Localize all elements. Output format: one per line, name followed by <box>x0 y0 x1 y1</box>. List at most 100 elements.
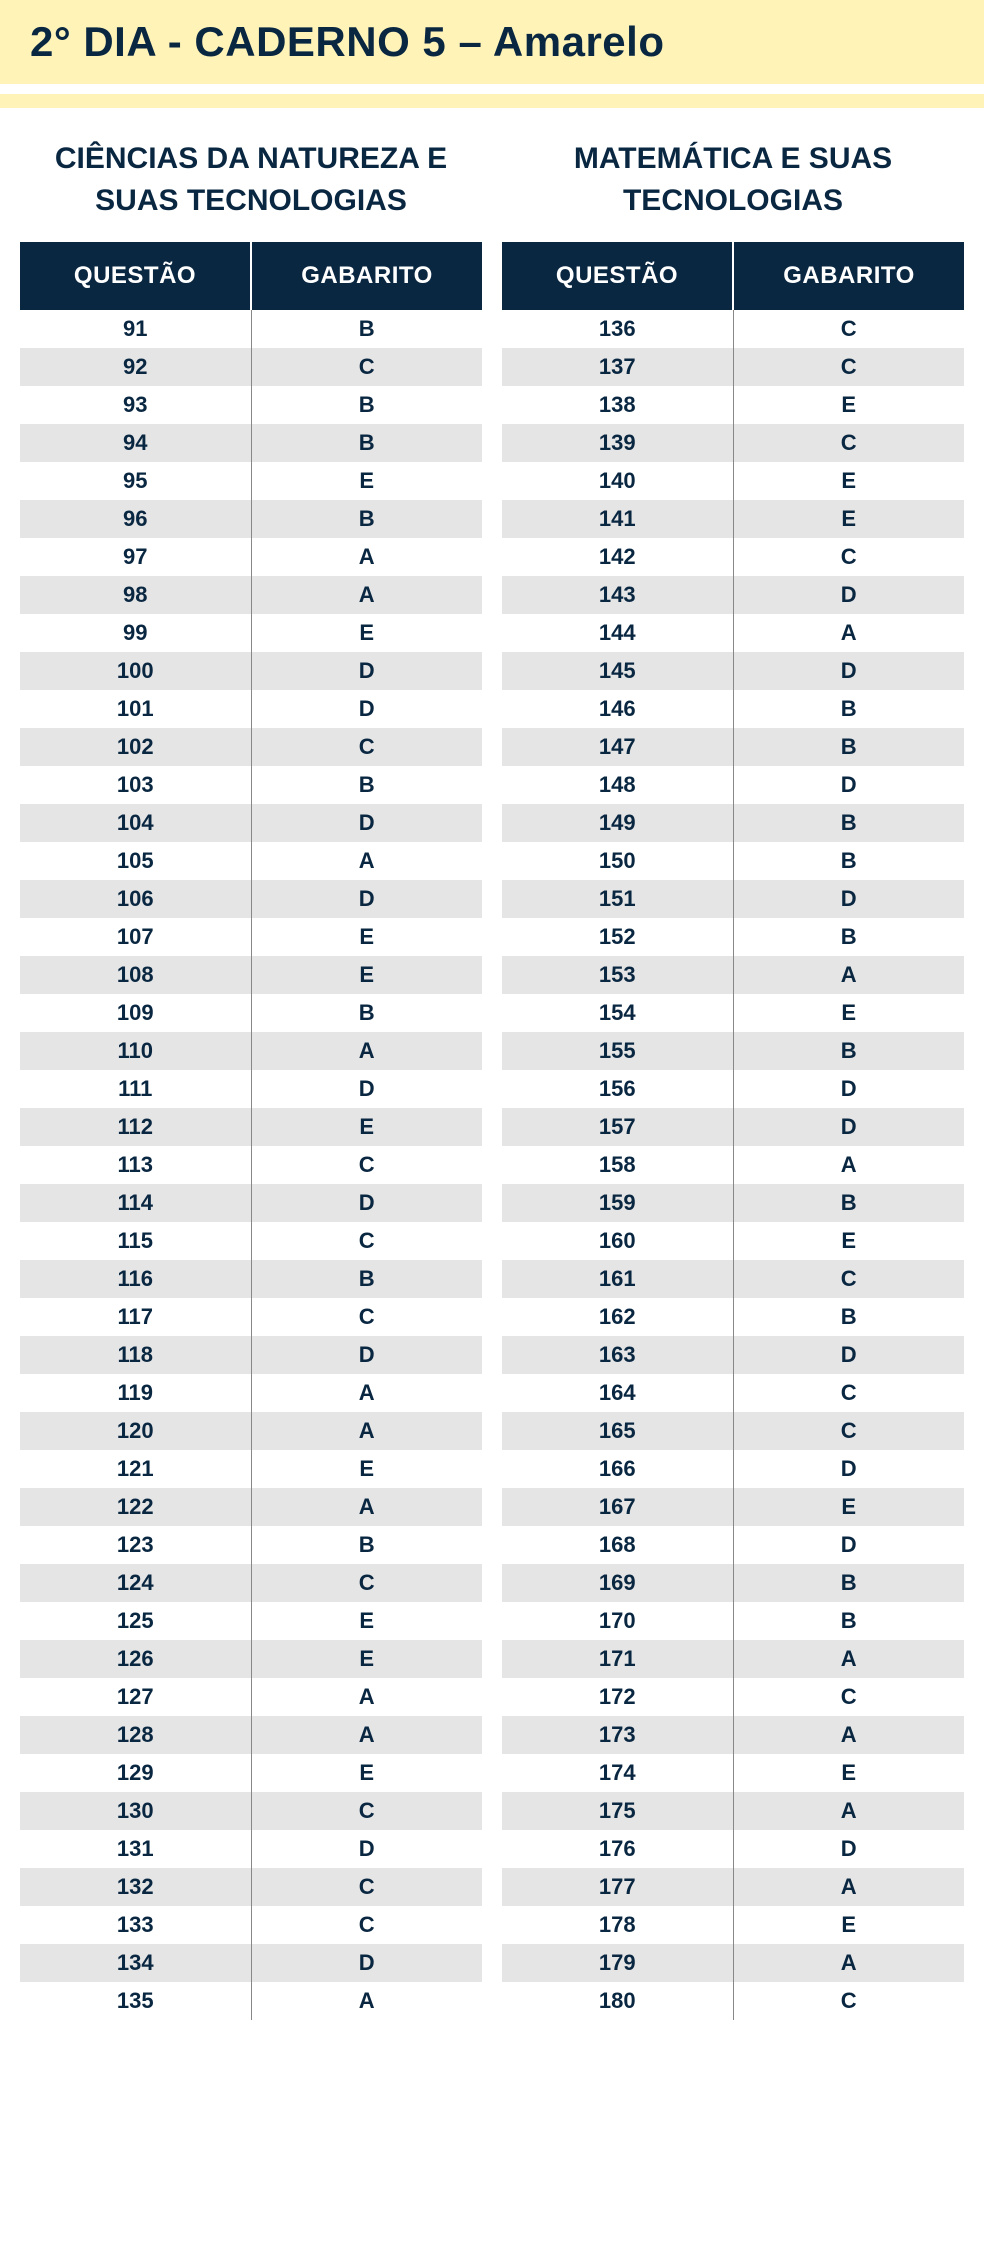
table-row: 147B <box>502 728 964 766</box>
table-row: 113C <box>20 1146 482 1184</box>
table-row: 171A <box>502 1640 964 1678</box>
cell-gabarito: D <box>733 1450 964 1488</box>
table-row: 122A <box>20 1488 482 1526</box>
col-header-gabarito: GABARITO <box>733 242 964 310</box>
cell-gabarito: A <box>733 1640 964 1678</box>
cell-questao: 101 <box>20 690 251 728</box>
cell-questao: 140 <box>502 462 733 500</box>
cell-questao: 117 <box>20 1298 251 1336</box>
cell-questao: 152 <box>502 918 733 956</box>
cell-gabarito: A <box>251 1678 482 1716</box>
divider <box>0 94 984 108</box>
cell-gabarito: D <box>251 1944 482 1982</box>
cell-questao: 126 <box>20 1640 251 1678</box>
table-row: 161C <box>502 1260 964 1298</box>
table-row: 148D <box>502 766 964 804</box>
table-row: 95E <box>20 462 482 500</box>
table-row: 167E <box>502 1488 964 1526</box>
cell-gabarito: C <box>733 1412 964 1450</box>
cell-questao: 99 <box>20 614 251 652</box>
table-row: 117C <box>20 1298 482 1336</box>
cell-gabarito: B <box>733 842 964 880</box>
table-row: 163D <box>502 1336 964 1374</box>
cell-questao: 170 <box>502 1602 733 1640</box>
section-title-ciencias: CIÊNCIAS DA NATUREZA E SUAS TECNOLOGIAS <box>20 138 482 222</box>
table-row: 178E <box>502 1906 964 1944</box>
cell-gabarito: C <box>733 1982 964 2020</box>
cell-questao: 165 <box>502 1412 733 1450</box>
cell-questao: 166 <box>502 1450 733 1488</box>
cell-gabarito: E <box>733 462 964 500</box>
cell-gabarito: D <box>733 766 964 804</box>
table-row: 174E <box>502 1754 964 1792</box>
cell-gabarito: B <box>733 728 964 766</box>
cell-questao: 124 <box>20 1564 251 1602</box>
page-title: 2° DIA - CADERNO 5 – Amarelo <box>30 18 954 66</box>
cell-gabarito: D <box>733 1108 964 1146</box>
cell-gabarito: D <box>251 880 482 918</box>
cell-questao: 98 <box>20 576 251 614</box>
table-row: 176D <box>502 1830 964 1868</box>
cell-questao: 174 <box>502 1754 733 1792</box>
cell-questao: 130 <box>20 1792 251 1830</box>
table-row: 155B <box>502 1032 964 1070</box>
cell-questao: 112 <box>20 1108 251 1146</box>
cell-gabarito: A <box>251 1412 482 1450</box>
table-row: 119A <box>20 1374 482 1412</box>
cell-questao: 121 <box>20 1450 251 1488</box>
table-row: 93B <box>20 386 482 424</box>
cell-gabarito: D <box>251 804 482 842</box>
cell-gabarito: C <box>251 728 482 766</box>
cell-gabarito: B <box>251 1526 482 1564</box>
cell-questao: 155 <box>502 1032 733 1070</box>
table-row: 169B <box>502 1564 964 1602</box>
cell-gabarito: C <box>733 538 964 576</box>
cell-questao: 178 <box>502 1906 733 1944</box>
cell-questao: 157 <box>502 1108 733 1146</box>
table-row: 154E <box>502 994 964 1032</box>
cell-questao: 120 <box>20 1412 251 1450</box>
cell-gabarito: D <box>733 576 964 614</box>
table-row: 115C <box>20 1222 482 1260</box>
table-row: 128A <box>20 1716 482 1754</box>
table-row: 168D <box>502 1526 964 1564</box>
cell-gabarito: E <box>251 1602 482 1640</box>
table-row: 159B <box>502 1184 964 1222</box>
cell-questao: 137 <box>502 348 733 386</box>
cell-questao: 180 <box>502 1982 733 2020</box>
cell-questao: 144 <box>502 614 733 652</box>
cell-questao: 129 <box>20 1754 251 1792</box>
table-row: 156D <box>502 1070 964 1108</box>
col-header-questao: QUESTÃO <box>502 242 733 310</box>
table-body-ciencias: 91B92C93B94B95E96B97A98A99E100D101D102C1… <box>20 310 482 2020</box>
table-row: 126E <box>20 1640 482 1678</box>
table-row: 160E <box>502 1222 964 1260</box>
cell-gabarito: A <box>733 1944 964 1982</box>
cell-questao: 173 <box>502 1716 733 1754</box>
cell-gabarito: B <box>733 1032 964 1070</box>
cell-questao: 169 <box>502 1564 733 1602</box>
cell-gabarito: C <box>251 1146 482 1184</box>
table-row: 172C <box>502 1678 964 1716</box>
table-row: 110A <box>20 1032 482 1070</box>
cell-questao: 150 <box>502 842 733 880</box>
table-row: 151D <box>502 880 964 918</box>
cell-gabarito: D <box>251 1830 482 1868</box>
cell-questao: 156 <box>502 1070 733 1108</box>
cell-questao: 147 <box>502 728 733 766</box>
cell-gabarito: D <box>733 1336 964 1374</box>
cell-questao: 102 <box>20 728 251 766</box>
cell-questao: 104 <box>20 804 251 842</box>
cell-gabarito: E <box>733 1488 964 1526</box>
cell-questao: 107 <box>20 918 251 956</box>
table-row: 103B <box>20 766 482 804</box>
table-row: 164C <box>502 1374 964 1412</box>
table-row: 124C <box>20 1564 482 1602</box>
section-matematica: MATEMÁTICA E SUAS TECNOLOGIAS QUESTÃO GA… <box>502 138 964 2020</box>
cell-questao: 158 <box>502 1146 733 1184</box>
cell-questao: 118 <box>20 1336 251 1374</box>
cell-questao: 153 <box>502 956 733 994</box>
cell-gabarito: B <box>251 994 482 1032</box>
table-row: 149B <box>502 804 964 842</box>
table-row: 162B <box>502 1298 964 1336</box>
